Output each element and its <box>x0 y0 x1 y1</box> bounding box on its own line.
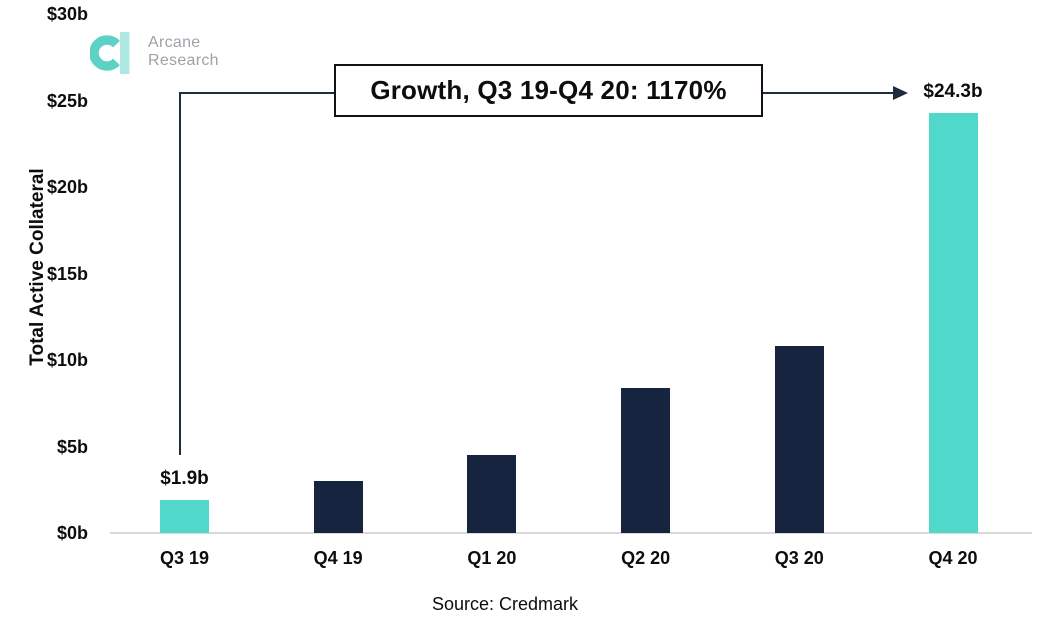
bar-value-label: $24.3b <box>923 80 983 102</box>
x-tick-label: Q4 20 <box>928 548 978 568</box>
x-tick-label: Q2 20 <box>621 548 671 568</box>
y-tick-label: $10b <box>46 350 88 370</box>
x-tick-label: Q4 19 <box>313 548 363 568</box>
bar-q1-20 <box>467 455 517 533</box>
arrow-icon <box>893 86 908 100</box>
x-axis-line <box>110 532 1032 534</box>
bar-q3-20 <box>774 346 824 533</box>
logo-line1: Arcane <box>148 33 201 51</box>
logo-line2: Research <box>148 52 219 69</box>
arcane-logo-icon <box>90 32 130 74</box>
bar-value-label: $1.9b <box>160 468 209 490</box>
y-tick-label: $0b <box>56 523 88 543</box>
annotation-connector-right <box>763 92 895 94</box>
y-tick-label: $30b <box>46 4 88 24</box>
source-caption: Source: Credmark <box>431 594 579 614</box>
growth-annotation-text: Growth, Q3 19-Q4 20: 1170% <box>370 75 727 105</box>
y-tick-label: $5b <box>56 436 88 457</box>
x-tick-label: Q3 20 <box>774 548 824 568</box>
bar-q2-20 <box>621 387 671 533</box>
growth-annotation: Growth, Q3 19-Q4 20: 1170% <box>334 64 763 117</box>
x-tick-label: Q1 20 <box>467 548 517 568</box>
annotation-connector-vertical <box>179 92 181 455</box>
bar-q4-20 <box>928 112 978 533</box>
x-tick-label: Q3 19 <box>159 548 210 568</box>
arcane-research-wordmark: Arcane Research <box>148 34 219 71</box>
bar-q4-19 <box>313 481 363 533</box>
y-tick-label: $20b <box>46 177 88 197</box>
bar-q3-19 <box>160 500 209 533</box>
annotation-connector-left <box>179 92 334 94</box>
y-tick-label: $15b <box>46 263 88 284</box>
arcane-research-logo: Arcane Research <box>90 28 219 76</box>
y-tick-label: $25b <box>46 90 88 111</box>
